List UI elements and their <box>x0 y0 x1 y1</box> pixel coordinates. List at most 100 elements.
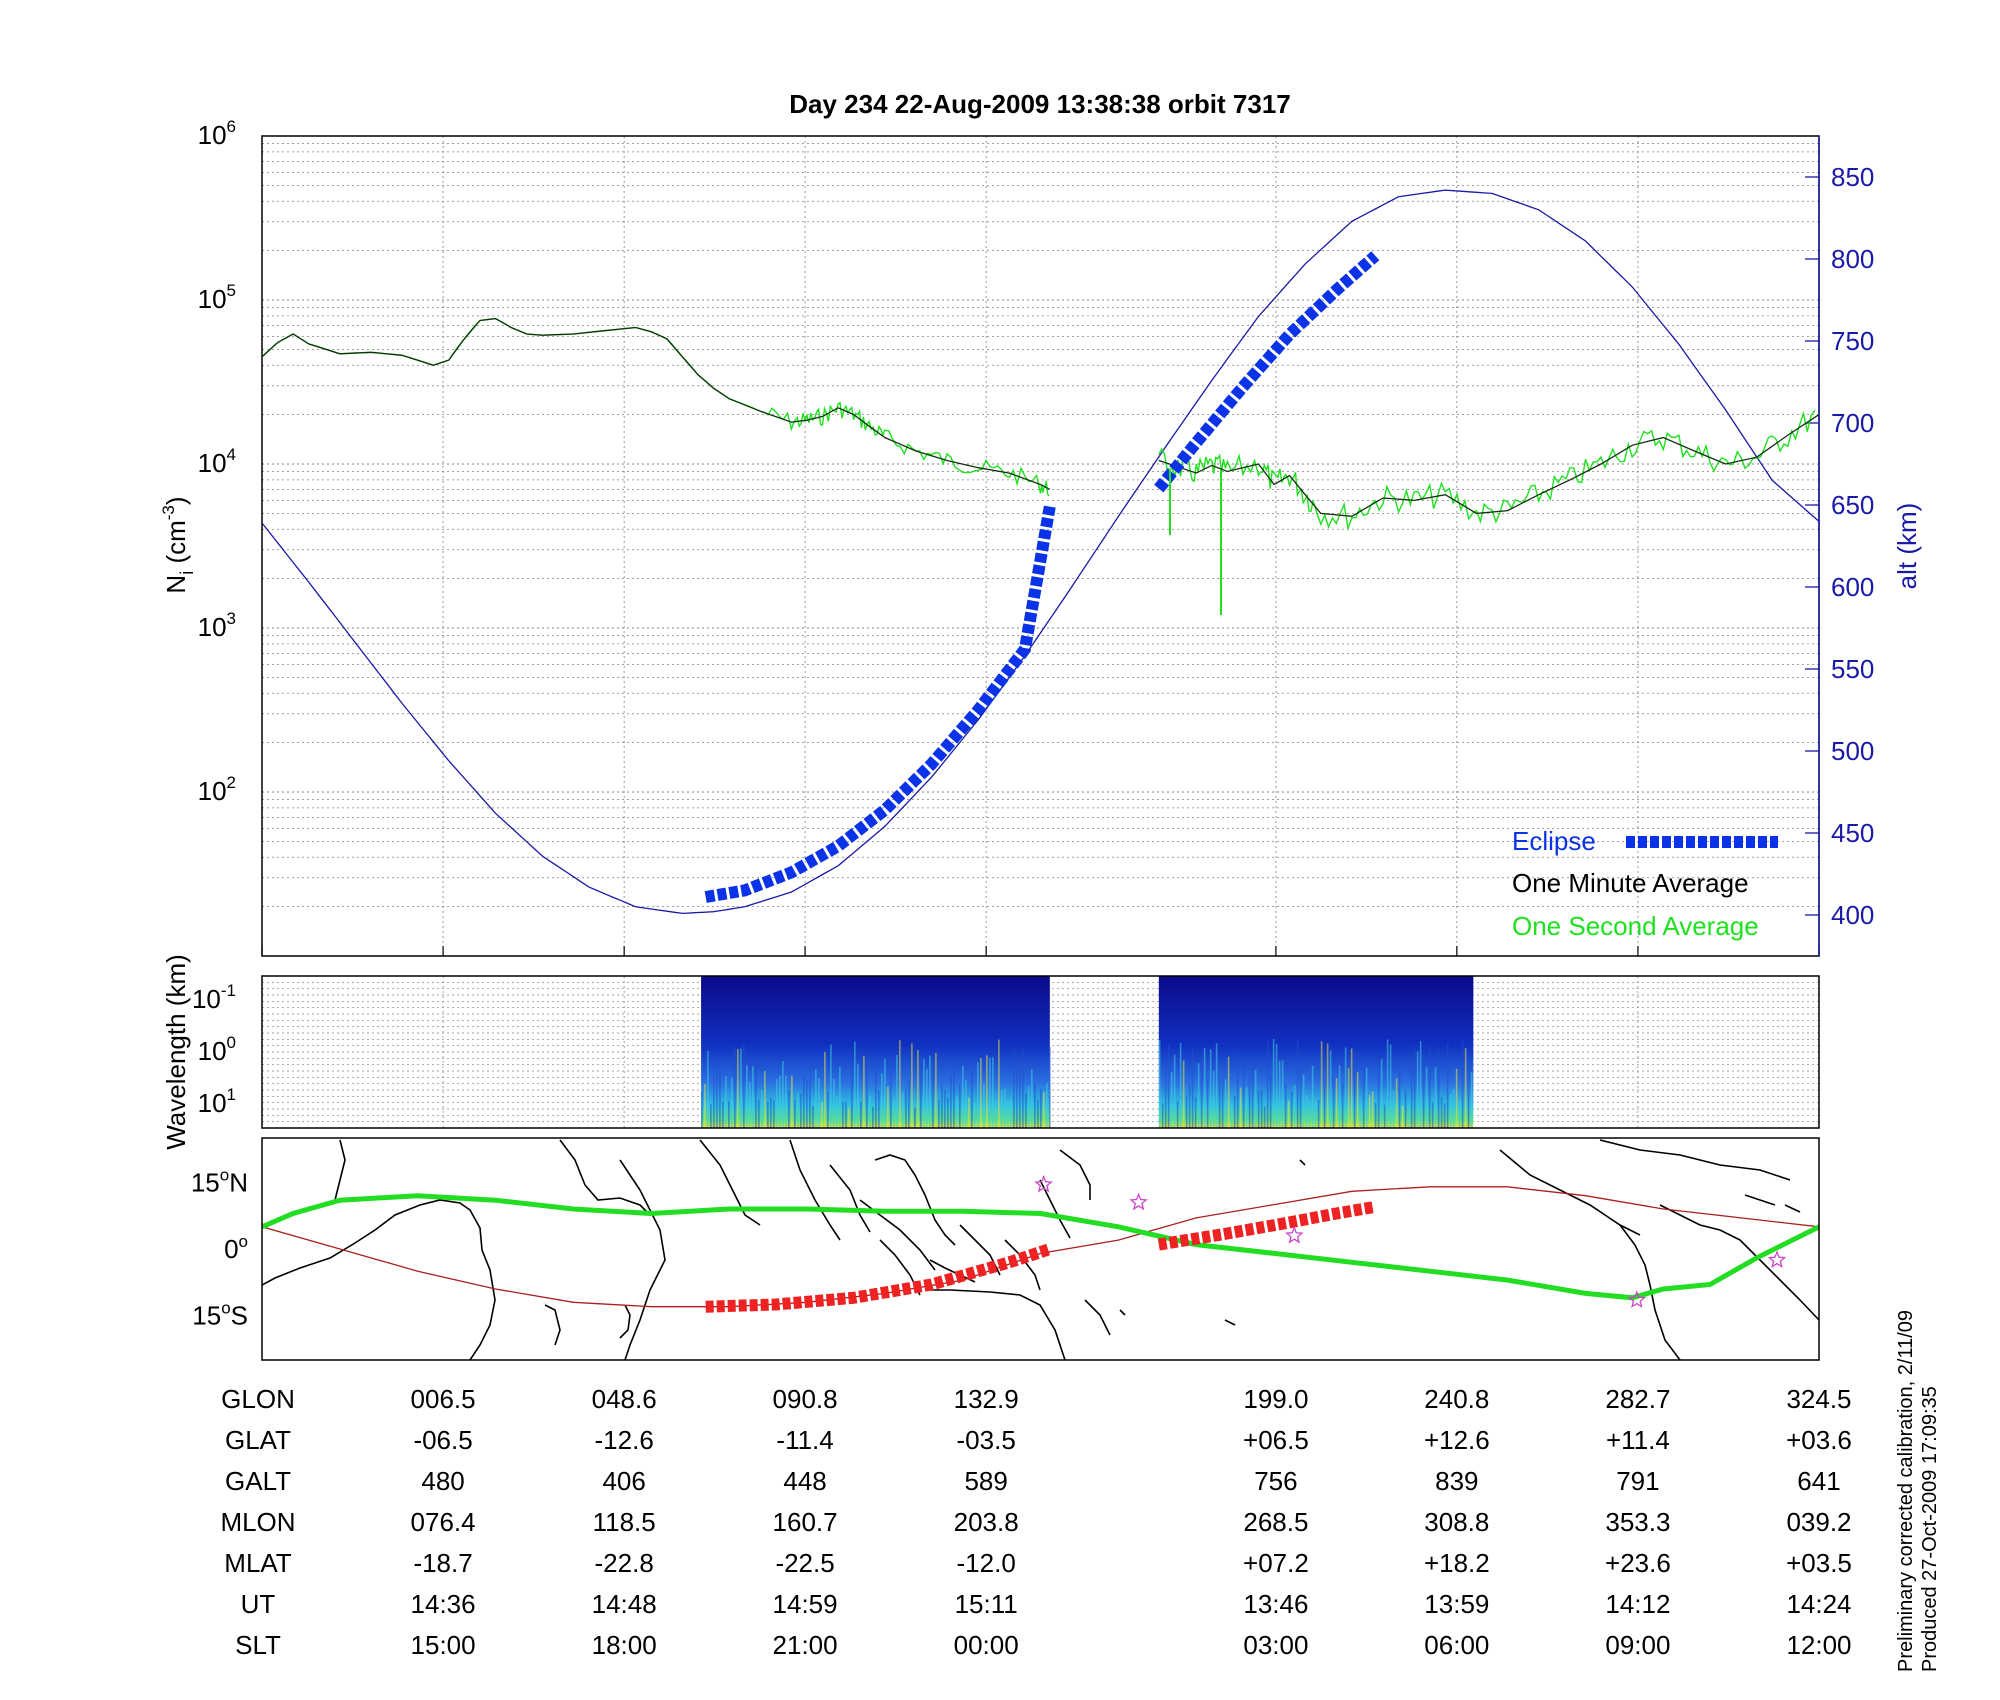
spectrogram-stripe <box>1188 1083 1191 1128</box>
spectrogram-stripe <box>1377 1072 1380 1128</box>
density-y-tick-base: 10 <box>198 284 227 314</box>
spectrogram-stripe <box>1173 1054 1176 1128</box>
table-cell: +12.6 <box>1424 1425 1490 1455</box>
spectrogram-stripe <box>1040 1089 1042 1128</box>
altitude-tick-label: 400 <box>1831 900 1874 930</box>
density-y-tick-label: 106 <box>198 117 236 150</box>
table-cell: 353.3 <box>1605 1507 1670 1537</box>
spectrogram-stripe <box>1019 1056 1021 1128</box>
spectrogram-stripe <box>968 1097 970 1128</box>
spectrogram-stripe <box>1251 1054 1254 1128</box>
spectrogram-stripe <box>773 1100 775 1128</box>
spectrogram-stripe <box>923 1058 925 1128</box>
altitude-tick-label: 600 <box>1831 572 1874 602</box>
spectrogram-stripe <box>1365 1067 1368 1128</box>
spectrogram-stripe <box>1461 1039 1464 1128</box>
spectrogram-stripe <box>1260 1090 1263 1128</box>
table-cell: +23.6 <box>1605 1548 1671 1578</box>
second-average-line-2 <box>1158 409 1816 531</box>
spectrogram-stripe <box>848 1107 850 1128</box>
spectrogram-stripe <box>1185 1095 1188 1128</box>
spectrogram-stripe <box>1161 1103 1164 1128</box>
spectrogram-stripe <box>1326 1043 1329 1128</box>
spectrogram-stripe <box>932 1059 934 1128</box>
table-cell: 14:36 <box>411 1589 476 1619</box>
spectrogram-stripe <box>1266 1040 1269 1128</box>
spectrogram-stripe <box>845 1101 847 1128</box>
spectrogram-stripe <box>800 1093 802 1128</box>
table-cell: +07.2 <box>1243 1548 1309 1578</box>
spectrogram-stripe <box>1254 1069 1257 1128</box>
spectrogram-stripe <box>803 1076 805 1128</box>
altitude-tick-label: 450 <box>1831 818 1874 848</box>
legend-eclipse: Eclipse <box>1512 826 1596 856</box>
spectrogram-stripe <box>881 1073 883 1128</box>
spectrogram-stripe <box>938 1099 940 1128</box>
spectrogram-stripe <box>1425 1067 1428 1128</box>
ground-track <box>262 1193 1819 1301</box>
spectrogram-stripe <box>1031 1069 1033 1128</box>
spectrogram-stripe <box>839 1066 841 1128</box>
table-cell: 480 <box>421 1466 464 1496</box>
spectrogram-stripe <box>740 1048 742 1128</box>
spectrogram-stripe <box>749 1082 751 1128</box>
altitude-y-ticks: 400 450 500 550 600 650 700 750 800 850 <box>1805 162 1874 930</box>
spectrogram-stripe <box>935 1052 937 1128</box>
map-lat-label: 15oN <box>191 1165 248 1197</box>
table-cell: 076.4 <box>411 1507 476 1537</box>
spectrogram-stripe <box>1049 1046 1051 1128</box>
spectrogram-stripe <box>1046 1083 1048 1128</box>
spectrogram-stripe <box>1317 1099 1320 1128</box>
spectrogram-stripe <box>1356 1072 1359 1128</box>
table-cell: 240.8 <box>1424 1384 1489 1414</box>
spectrogram-stripe <box>746 1064 748 1128</box>
map-star <box>1034 1174 1053 1193</box>
spectrogram-stripe <box>911 1043 913 1128</box>
table-cell: -11.4 <box>776 1425 833 1455</box>
altitude-axis-label: alt (km) <box>1892 503 1922 590</box>
spectrogram-stripe <box>1269 1074 1272 1128</box>
spectrogram-stripe <box>1263 1106 1266 1128</box>
spectrogram-stripe <box>806 1080 808 1128</box>
spectrogram-stripe <box>1374 1103 1377 1128</box>
spectrogram-stripe <box>776 1079 778 1128</box>
table-row-label: UT <box>241 1589 276 1619</box>
spectrogram-stripe <box>1443 1103 1446 1128</box>
spectrogram-stripe <box>1194 1097 1197 1128</box>
map-lat-label: 15oS <box>192 1299 248 1331</box>
spectrogram-y-label: Wavelength (km) <box>161 954 191 1150</box>
spectrogram-stripe <box>710 1104 712 1128</box>
spectrogram-y-tick-label: 10-1 <box>192 981 236 1014</box>
spectrogram-stripe <box>1296 1040 1299 1128</box>
spectrogram-stripe <box>1434 1067 1437 1128</box>
table-cell: 118.5 <box>593 1507 656 1537</box>
ephemeris-table: GLON GLAT GALT MLON MLAT UT SLT 006.5 -06.5 480 07… <box>220 1384 1851 1660</box>
legend-second: One Second Average <box>1512 911 1759 941</box>
legend: Eclipse One Minute Average One Second Av… <box>1512 826 1778 941</box>
spectrogram-y-tick-base: 10 <box>198 1036 227 1066</box>
table-row-label: GALT <box>225 1466 291 1496</box>
spectrogram-stripe <box>896 1054 898 1128</box>
spectrogram-stripe <box>1359 1106 1362 1128</box>
table-cell: 090.8 <box>773 1384 838 1414</box>
map-lat-degree: o <box>221 1299 230 1318</box>
eclipse-track-2 <box>1157 1200 1377 1251</box>
spectrogram-stripe <box>758 1099 760 1128</box>
spectrogram-stripe <box>1284 1083 1287 1128</box>
table-cell: 14:59 <box>773 1589 838 1619</box>
table-cell: -18.7 <box>413 1548 472 1578</box>
spectrogram-stripe <box>716 1071 718 1128</box>
legend-minute: One Minute Average <box>1512 868 1749 898</box>
spectrogram-stripe <box>869 1095 871 1128</box>
spectrogram-stripe <box>986 1055 988 1128</box>
spectrogram-stripe <box>1419 1040 1422 1128</box>
spectrogram-stripe <box>884 1058 886 1128</box>
altitude-tick-label: 750 <box>1831 326 1874 356</box>
spectrogram-stripe <box>722 1101 724 1128</box>
eclipse-track-1 <box>705 1243 1052 1313</box>
table-cell: 589 <box>964 1466 1007 1496</box>
spectrogram-y-tick-label: 101 <box>198 1085 236 1118</box>
